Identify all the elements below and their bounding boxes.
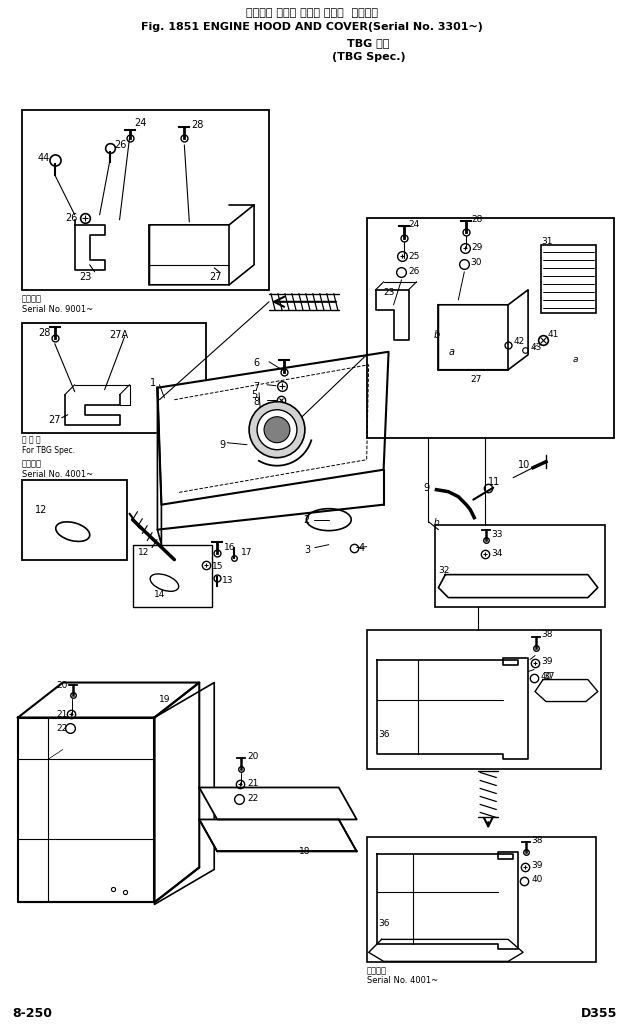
Bar <box>367 630 601 769</box>
Text: 33: 33 <box>491 529 503 539</box>
Text: 7: 7 <box>253 382 260 392</box>
Text: 6: 6 <box>253 357 259 368</box>
Text: 1: 1 <box>149 378 155 388</box>
Text: TBG 仕様: TBG 仕様 <box>347 38 390 48</box>
Text: 29: 29 <box>472 243 483 252</box>
Text: Fig. 1851 ENGINE HOOD AND COVER(Serial No. 3301~): Fig. 1851 ENGINE HOOD AND COVER(Serial N… <box>141 22 483 32</box>
Text: 8-250: 8-250 <box>12 1008 52 1020</box>
Text: 28: 28 <box>472 215 483 224</box>
Text: 37: 37 <box>543 672 554 681</box>
Polygon shape <box>199 819 357 851</box>
Text: 28: 28 <box>191 120 204 130</box>
Polygon shape <box>199 787 357 819</box>
Text: 20: 20 <box>247 752 258 761</box>
Text: 22: 22 <box>247 795 258 804</box>
Text: 27A: 27A <box>110 330 129 340</box>
Bar <box>367 838 596 963</box>
Text: 9: 9 <box>219 439 225 450</box>
Text: (TBG Spec.): (TBG Spec.) <box>332 52 406 62</box>
Text: 16: 16 <box>224 543 236 552</box>
Text: 2: 2 <box>303 515 309 524</box>
Text: 19: 19 <box>159 694 171 703</box>
Text: 31: 31 <box>541 237 552 246</box>
Text: 40: 40 <box>541 672 552 681</box>
Text: For TBG Spec.: For TBG Spec. <box>22 445 75 455</box>
Text: 13: 13 <box>222 575 234 585</box>
Bar <box>22 323 206 433</box>
Text: 適用号機: 適用号機 <box>22 295 42 304</box>
Text: 3: 3 <box>304 545 310 555</box>
Text: 17: 17 <box>241 548 253 557</box>
Text: 18: 18 <box>299 848 310 856</box>
Text: 27: 27 <box>209 271 222 282</box>
Text: Serial No. 4001~: Serial No. 4001~ <box>22 470 93 478</box>
Text: 9: 9 <box>423 482 429 493</box>
Text: 30: 30 <box>470 258 482 267</box>
Text: 38: 38 <box>541 630 552 639</box>
Polygon shape <box>18 718 154 902</box>
Circle shape <box>249 401 305 458</box>
Text: 5: 5 <box>251 390 257 399</box>
Text: a: a <box>448 347 455 356</box>
Text: 36: 36 <box>379 729 390 738</box>
Text: 適用号機: 適用号機 <box>367 967 387 975</box>
Text: エンジン フード および カバー  適用号機: エンジン フード および カバー 適用号機 <box>246 8 378 18</box>
Text: 24: 24 <box>135 118 147 128</box>
Text: 39: 39 <box>541 656 552 666</box>
Text: 28: 28 <box>38 328 50 338</box>
Text: 10: 10 <box>518 460 530 470</box>
Bar <box>367 218 614 437</box>
Bar <box>541 245 596 312</box>
Text: 12: 12 <box>35 505 47 515</box>
Text: 4: 4 <box>359 543 365 553</box>
Text: 26: 26 <box>115 140 127 150</box>
Bar <box>22 110 269 290</box>
Text: 23: 23 <box>384 288 395 297</box>
Text: b: b <box>433 330 440 340</box>
Text: 39: 39 <box>531 861 542 870</box>
Text: 23: 23 <box>80 271 92 282</box>
Text: 25: 25 <box>409 252 420 261</box>
Circle shape <box>264 417 290 442</box>
Text: 22: 22 <box>57 724 68 732</box>
Text: 36: 36 <box>379 920 390 929</box>
Polygon shape <box>157 352 389 505</box>
Text: 26: 26 <box>409 267 420 275</box>
Text: 34: 34 <box>491 549 503 558</box>
Text: 適用号機: 適用号機 <box>22 460 42 469</box>
Text: 41: 41 <box>548 330 559 339</box>
Text: 21: 21 <box>57 710 68 719</box>
Text: 8: 8 <box>253 396 259 407</box>
Text: 44: 44 <box>38 153 50 163</box>
Text: 西 配 向: 西 配 向 <box>22 435 41 444</box>
Polygon shape <box>18 683 199 718</box>
Text: 11: 11 <box>488 477 500 486</box>
Text: 32: 32 <box>438 565 450 574</box>
Text: b: b <box>433 518 439 526</box>
Text: Serial No. 4001~: Serial No. 4001~ <box>367 976 438 985</box>
Text: 27: 27 <box>470 375 482 384</box>
Text: 14: 14 <box>154 590 166 599</box>
Bar <box>435 524 605 606</box>
Text: 12: 12 <box>137 548 149 557</box>
Text: a: a <box>573 354 579 364</box>
Circle shape <box>257 410 297 450</box>
Text: 21: 21 <box>247 779 258 788</box>
Polygon shape <box>154 683 214 904</box>
Bar <box>22 479 127 560</box>
Bar <box>132 545 212 606</box>
Text: 27: 27 <box>48 415 60 425</box>
Text: 15: 15 <box>212 561 224 570</box>
Text: 42: 42 <box>513 337 524 346</box>
Text: 20: 20 <box>57 681 68 689</box>
Text: 40: 40 <box>531 876 542 885</box>
Text: Serial No. 9001~: Serial No. 9001~ <box>22 305 93 313</box>
Text: 43: 43 <box>530 343 542 352</box>
Text: 24: 24 <box>409 220 419 228</box>
Text: 26: 26 <box>65 213 77 223</box>
Polygon shape <box>157 388 161 545</box>
Polygon shape <box>154 683 199 902</box>
Text: D355: D355 <box>581 1008 617 1020</box>
Text: 38: 38 <box>531 837 542 846</box>
